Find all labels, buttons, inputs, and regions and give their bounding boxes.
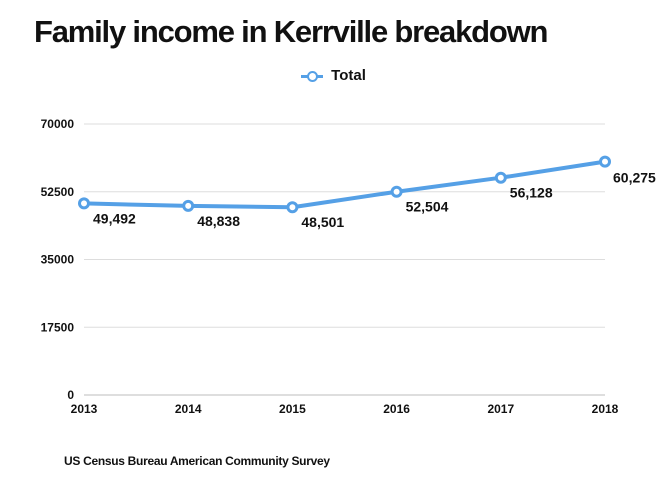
data-label: 48,501 — [301, 214, 344, 230]
x-tick-label: 2015 — [279, 402, 306, 416]
data-point — [494, 171, 507, 184]
data-point — [182, 199, 195, 212]
x-tick-label: 2016 — [383, 402, 410, 416]
source-note: US Census Bureau American Community Surv… — [64, 454, 330, 468]
data-point — [390, 185, 403, 198]
chart-title: Family income in Kerrville breakdown — [34, 14, 548, 49]
data-label: 48,838 — [197, 213, 240, 229]
series-line — [82, 159, 607, 210]
data-label: 49,492 — [93, 210, 136, 226]
x-tick-label: 2013 — [71, 402, 98, 416]
y-tick-label: 17500 — [41, 320, 75, 334]
data-label: 60,275 — [613, 170, 656, 186]
legend-line-icon — [301, 69, 324, 83]
data-label: 52,504 — [406, 199, 449, 215]
data-label: 56,128 — [510, 185, 553, 201]
data-point — [286, 201, 299, 214]
y-tick-label: 35000 — [41, 253, 75, 267]
y-tick-label: 70000 — [41, 117, 75, 131]
data-point — [78, 197, 90, 210]
y-tick-label: 52500 — [41, 185, 75, 199]
legend-label: Total — [331, 67, 366, 84]
legend: Total — [0, 67, 667, 84]
x-tick-label: 2014 — [175, 402, 202, 416]
x-tick-label: 2017 — [487, 402, 514, 416]
y-tick-label: 0 — [67, 388, 74, 402]
x-tick-label: 2018 — [592, 402, 619, 416]
data-point — [599, 155, 611, 168]
